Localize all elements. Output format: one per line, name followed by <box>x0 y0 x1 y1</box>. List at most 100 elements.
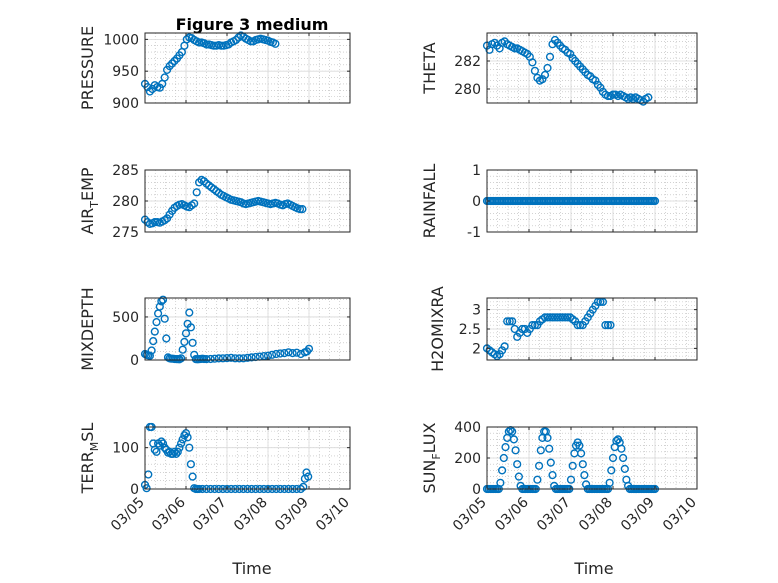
y-tick-label: 282 <box>454 54 481 70</box>
x-tick-label: 03/08 <box>231 495 271 535</box>
data-point-sun_flux <box>607 466 616 475</box>
data-point-h2omixra <box>545 313 555 322</box>
x-tick-label: 03/09 <box>618 495 658 535</box>
data-point-terr_msl <box>152 447 161 456</box>
data-point-mixdepth <box>186 323 196 332</box>
x-axis-label-left: Time <box>231 559 271 578</box>
data-point-sun_flux <box>504 427 513 436</box>
y-tick-label: 900 <box>112 96 139 112</box>
data-point-mixdepth <box>284 348 293 357</box>
y-tick-label: 0 <box>130 353 139 369</box>
y-tick-label: 500 <box>112 310 139 326</box>
x-tick-label: 03/10 <box>313 495 353 535</box>
data-point-h2omixra <box>555 313 565 322</box>
data-point-terr_msl <box>186 460 196 469</box>
data-point-sun_flux <box>508 427 517 436</box>
data-point-theta <box>510 44 519 53</box>
data-point-terr_msl <box>168 449 178 459</box>
data-point-air_temp <box>199 177 209 186</box>
data-point-mixdepth <box>214 354 223 363</box>
data-point-mixdepth <box>239 354 248 363</box>
data-point-sun_flux <box>511 446 520 455</box>
data-point-pressure <box>170 56 179 66</box>
data-point-mixdepth <box>231 354 240 363</box>
y-tick-label: 2.5 <box>459 322 481 338</box>
data-point-mixdepth <box>268 350 277 359</box>
data-point-pressure <box>234 33 243 42</box>
data-point-sun_flux <box>618 453 628 463</box>
y-tick-label: 285 <box>112 163 139 179</box>
x-tick-label: 03/06 <box>149 494 189 534</box>
y-axis-label-sun_flux: SUNFLUX <box>420 422 443 493</box>
panel-terr_msl: 0 100 TERRMSL 03/05 03/06 03/07 03/08 03/09 03/1… <box>78 423 353 535</box>
axes-box-mixdepth <box>144 297 351 361</box>
y-tick-label: 1 <box>472 163 481 179</box>
x-tick-label: 03/07 <box>190 495 230 535</box>
panel-theta: 280 282 THETA <box>420 32 698 106</box>
data-point-mixdepth <box>222 354 232 363</box>
data-point-pressure <box>246 37 255 46</box>
data-point-pressure <box>202 40 211 49</box>
data-point-rainfall <box>650 196 660 206</box>
data-point-mixdepth <box>178 345 187 354</box>
y-tick-label: 3 <box>472 303 481 319</box>
data-point-terr_msl <box>170 447 179 456</box>
data-point-mixdepth <box>155 302 164 311</box>
data-point-sun_flux <box>617 444 626 453</box>
data-point-mixdepth <box>247 353 256 362</box>
data-point-mixdepth <box>288 349 297 358</box>
data-point-terr_msl <box>172 449 181 459</box>
data-point-h2omixra <box>543 313 552 322</box>
figure-title: Figure 3 medium <box>176 15 329 34</box>
data-point-mixdepth <box>243 353 252 362</box>
data-point-terr_msl <box>185 443 194 452</box>
data-point-mixdepth <box>147 346 156 355</box>
data-point-mixdepth <box>149 337 158 346</box>
y-axis-label-h2omixra: H2OMIXRA <box>428 286 447 372</box>
data-point-sun_flux <box>499 453 508 463</box>
y-tick-label: 280 <box>454 82 481 98</box>
data-point-pressure <box>160 73 169 82</box>
data-point-theta <box>540 70 550 80</box>
data-point-sun_flux <box>513 460 522 469</box>
data-point-mixdepth <box>276 349 285 358</box>
data-point-h2omixra <box>603 321 613 330</box>
data-point-h2omixra <box>550 313 560 322</box>
data-point-air_temp <box>195 178 204 187</box>
y-axis-label-rainfall: RAINFALL <box>420 164 439 239</box>
data-point-sun_flux <box>533 475 542 484</box>
data-point-air_temp <box>192 188 201 197</box>
panel-rainfall: -1 0 1 RAINFALL <box>420 163 698 241</box>
data-point-mixdepth <box>304 344 314 353</box>
panel-mixdepth: 0 500 MIXDEPTH <box>78 287 351 371</box>
data-point-sun_flux <box>548 471 557 480</box>
y-tick-label: 950 <box>112 64 139 80</box>
data-point-h2omixra <box>548 313 557 322</box>
y-tick-label: 0 <box>130 482 139 498</box>
x-tick-label: 03/07 <box>534 495 574 535</box>
data-point-sun_flux <box>534 461 544 470</box>
y-axis-label-air_temp: AIRTEMP <box>78 167 101 234</box>
y-tick-label: 280 <box>112 194 139 210</box>
data-point-pressure <box>145 87 155 96</box>
data-point-theta <box>603 91 613 101</box>
x-tick-label: 03/06 <box>492 494 532 534</box>
y-axis-label-mixdepth: MIXDEPTH <box>78 287 97 370</box>
panel-pressure: 900 950 1000 PRESSURE <box>78 26 351 112</box>
y-axis-label-theta: THETA <box>420 42 439 94</box>
data-point-sun_flux <box>509 435 519 444</box>
data-point-terr_msl <box>175 443 184 452</box>
data-point-air_temp <box>298 205 307 214</box>
data-point-theta <box>530 66 540 75</box>
y-tick-label: 400 <box>454 420 481 436</box>
y-tick-label: 1000 <box>103 32 139 48</box>
data-point-terr_msl <box>150 445 159 454</box>
data-point-h2omixra <box>606 321 615 330</box>
y-tick-label: 275 <box>112 225 139 241</box>
axes-box-pressure <box>144 32 351 104</box>
data-point-theta <box>545 52 555 61</box>
data-point-theta <box>566 49 575 59</box>
data-point-terr_msl <box>177 439 186 448</box>
data-point-sun_flux <box>605 478 614 487</box>
data-point-terr_msl <box>304 472 313 481</box>
